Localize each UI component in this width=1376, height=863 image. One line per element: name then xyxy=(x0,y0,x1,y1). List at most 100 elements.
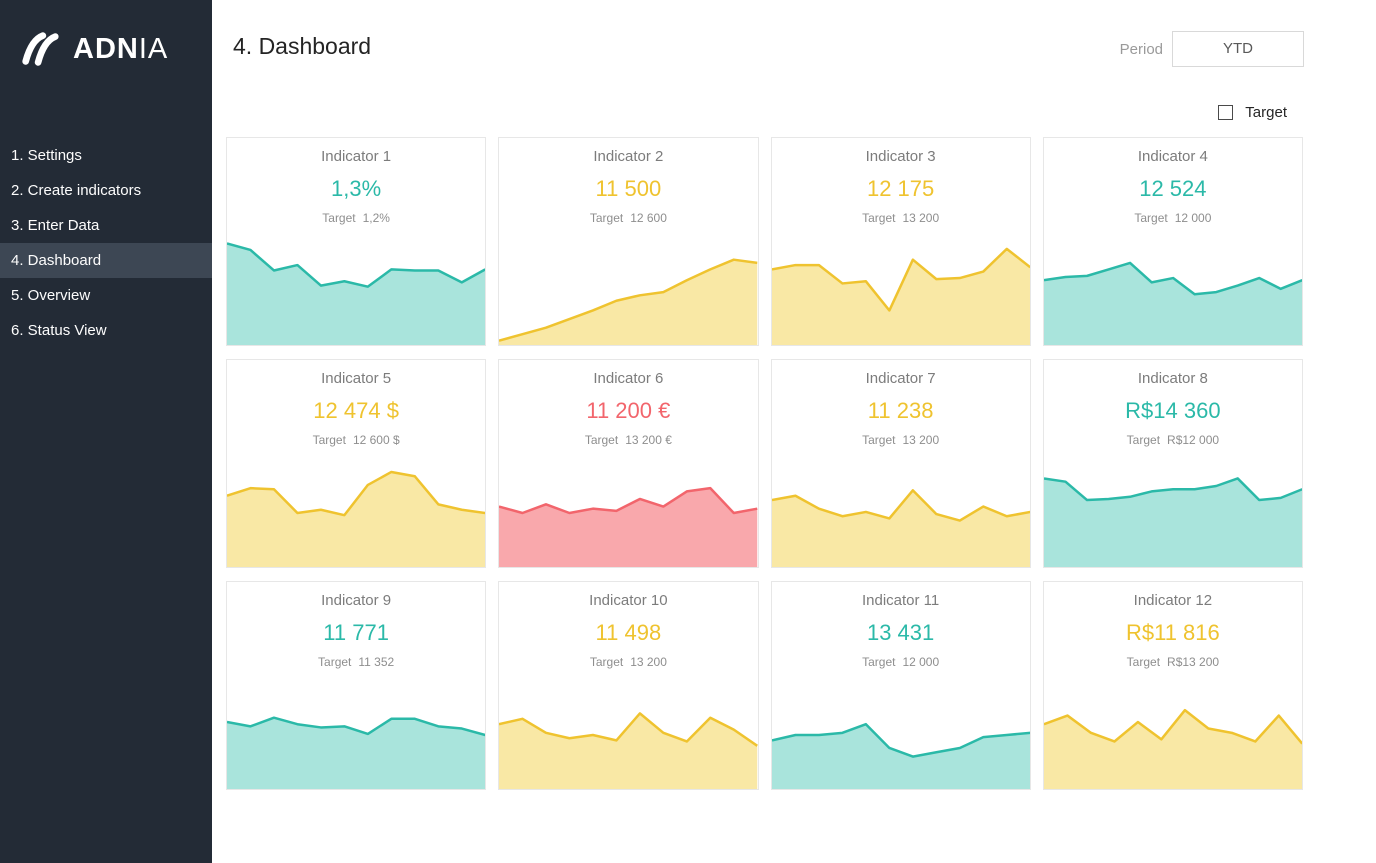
card-target-value: 13 200 xyxy=(902,433,940,447)
card-target-value: R$12 000 xyxy=(1167,433,1220,447)
card-title: Indicator 4 xyxy=(1137,148,1208,165)
card-target-label: Target xyxy=(862,211,896,225)
indicator-card[interactable]: Indicator 4 12 524 Target 12 000 xyxy=(1042,137,1303,346)
card-target: Target 12 600 xyxy=(499,211,757,225)
adnia-logo-icon xyxy=(22,32,59,66)
card-value: 11 498 xyxy=(595,620,662,645)
card-target: Target 13 200 xyxy=(499,655,757,669)
sparkline-chart xyxy=(499,459,758,567)
card-target-label: Target xyxy=(318,655,352,669)
card-value: R$14 360 xyxy=(1125,398,1221,423)
card-target-label: Target xyxy=(1126,655,1161,669)
card-value: 11 200 € xyxy=(586,398,671,423)
card-target-value: 12 000 xyxy=(902,655,940,669)
indicator-card[interactable]: Indicator 5 12 474 $ Target 12 600 $ xyxy=(226,359,487,568)
sparkline-chart xyxy=(227,459,486,567)
card-target-label: Target xyxy=(584,433,619,447)
card-target-value: 13 200 xyxy=(902,211,940,225)
sparkline-chart xyxy=(771,237,1030,345)
card-target-value: 13 200 xyxy=(630,655,667,669)
page-title: 4. Dashboard xyxy=(233,33,372,59)
card-target: Target 12 000 xyxy=(1044,211,1302,225)
card-target: Target 13 200 xyxy=(772,433,1030,447)
card-target-value: 12 600 xyxy=(630,211,667,225)
card-target-value: 12 000 xyxy=(1174,211,1212,225)
sidebar-item-enter-data[interactable]: 3. Enter Data xyxy=(11,217,100,234)
card-title: Indicator 3 xyxy=(865,148,936,165)
card-value: 11 500 xyxy=(595,176,662,201)
card-value: 1,3% xyxy=(331,176,382,201)
sidebar: ADNIA 1. Settings 2. Create indicators 3. … xyxy=(0,0,212,863)
card-target-label: Target xyxy=(589,655,624,669)
indicator-card[interactable]: Indicator 3 12 175 Target 13 200 xyxy=(770,137,1031,346)
period-control: Period YTD xyxy=(1120,31,1304,67)
card-target-label: Target xyxy=(589,211,624,225)
indicator-card[interactable]: Indicator 6 11 200 € Target 13 200 € xyxy=(498,359,759,568)
card-target-value: R$13 200 xyxy=(1167,655,1220,669)
period-select[interactable]: YTD xyxy=(1172,31,1304,67)
card-title: Indicator 2 xyxy=(593,148,664,165)
target-toggle-row: Target xyxy=(1218,104,1287,121)
card-title: Indicator 6 xyxy=(593,370,664,387)
card-target: Target 1,2% xyxy=(227,211,485,225)
sparkline-chart xyxy=(1043,459,1302,567)
card-value: 11 771 xyxy=(323,620,389,645)
sparkline-chart xyxy=(771,681,1030,789)
sparkline-chart xyxy=(771,459,1030,567)
sidebar-item-dashboard[interactable]: 4. Dashboard xyxy=(0,243,212,278)
card-title: Indicator 7 xyxy=(865,370,936,387)
card-title: Indicator 9 xyxy=(321,592,392,609)
card-target-value: 13 200 € xyxy=(625,433,672,447)
card-target-value: 1,2% xyxy=(362,211,390,225)
card-target: Target 13 200 xyxy=(772,211,1030,225)
card-target: Target R$12 000 xyxy=(1044,433,1302,447)
sparkline-chart xyxy=(499,237,758,345)
card-title: Indicator 10 xyxy=(589,592,668,609)
card-title: Indicator 11 xyxy=(861,592,940,609)
sparkline-chart xyxy=(227,681,486,789)
indicator-card[interactable]: Indicator 8 R$14 360 Target R$12 000 xyxy=(1042,359,1303,568)
target-checkbox-label: Target xyxy=(1245,104,1287,121)
sparkline-chart xyxy=(499,681,758,789)
card-title: Indicator 8 xyxy=(1137,370,1208,387)
card-value: 13 431 xyxy=(866,620,935,645)
card-target-label: Target xyxy=(862,655,896,669)
sidebar-item-overview[interactable]: 5. Overview xyxy=(11,287,91,304)
card-target: Target 13 200 € xyxy=(499,433,757,447)
brand-name: ADNIA xyxy=(73,32,169,65)
indicator-card[interactable]: Indicator 9 11 771 Target 11 352 xyxy=(226,581,487,790)
card-target-value: 12 600 $ xyxy=(352,433,400,447)
card-target: Target 12 000 xyxy=(772,655,1030,669)
sidebar-item-status-view[interactable]: 6. Status View xyxy=(11,322,107,339)
indicator-card[interactable]: Indicator 12 R$11 816 Target R$13 200 xyxy=(1042,581,1303,790)
card-target: Target 12 600 $ xyxy=(227,433,485,447)
card-target-label: Target xyxy=(1134,211,1168,225)
card-title: Indicator 12 xyxy=(1133,592,1213,609)
brand-logo: ADNIA xyxy=(0,0,212,72)
card-target-label: Target xyxy=(322,211,356,225)
card-value: R$11 816 xyxy=(1125,620,1220,645)
card-value: 12 175 xyxy=(866,176,935,201)
card-value: 12 474 $ xyxy=(313,398,399,423)
indicator-card[interactable]: Indicator 10 11 498 Target 13 200 xyxy=(498,581,759,790)
card-title: Indicator 5 xyxy=(321,370,392,387)
card-target-label: Target xyxy=(1126,433,1161,447)
card-target-label: Target xyxy=(862,433,896,447)
indicator-card[interactable]: Indicator 2 11 500 Target 12 600 xyxy=(498,137,759,346)
card-value: 12 524 xyxy=(1139,176,1207,201)
main-content: 4. Dashboard Period YTD Target Indicator… xyxy=(212,0,1376,863)
sidebar-item-create-indicators[interactable]: 2. Create indicators xyxy=(11,182,142,199)
indicator-card[interactable]: Indicator 11 13 431 Target 12 000 xyxy=(770,581,1031,790)
card-target-value: 11 352 xyxy=(358,655,395,669)
period-label: Period xyxy=(1119,40,1163,58)
target-checkbox[interactable] xyxy=(1218,105,1234,120)
indicator-card[interactable]: Indicator 1 1,3% Target 1,2% xyxy=(226,137,487,346)
sparkline-chart xyxy=(227,237,486,345)
sidebar-item-settings[interactable]: 1. Settings xyxy=(11,147,82,164)
card-target: Target R$13 200 xyxy=(1044,655,1302,669)
sparkline-chart xyxy=(1043,681,1302,789)
sparkline-chart xyxy=(1043,237,1302,345)
card-target-label: Target xyxy=(312,433,346,447)
indicator-card[interactable]: Indicator 7 11 238 Target 13 200 xyxy=(770,359,1031,568)
